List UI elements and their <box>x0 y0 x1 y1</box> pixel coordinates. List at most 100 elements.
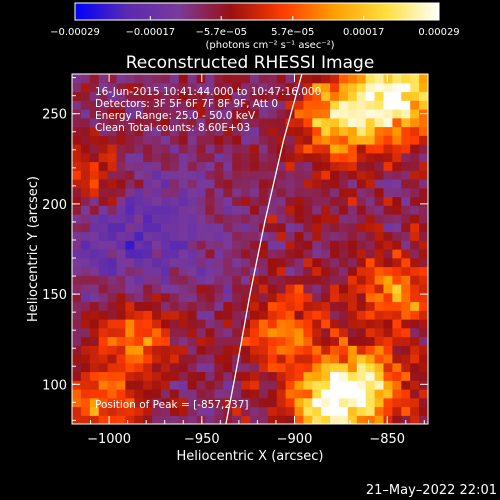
heatmap-cell <box>187 240 198 250</box>
heatmap-cell <box>303 257 313 268</box>
chart-title: Reconstructed RHESSI Image <box>126 53 375 73</box>
heatmap-cell <box>383 135 393 145</box>
heatmap-cell <box>169 406 180 416</box>
heatmap-cell <box>339 371 349 381</box>
heatmap-cell <box>143 371 153 381</box>
heatmap-cell <box>392 389 402 399</box>
heatmap-cell <box>98 82 109 93</box>
heatmap-cell <box>241 336 251 346</box>
heatmap-cell <box>258 354 269 364</box>
heatmap-cell <box>356 135 367 145</box>
heatmap-cell <box>178 257 189 268</box>
heatmap-cell <box>107 152 118 163</box>
heatmap-cell <box>232 301 242 311</box>
heatmap-cell <box>80 266 91 276</box>
heatmap-cell <box>267 380 278 390</box>
heatmap-cell <box>107 257 118 268</box>
heatmap-cell <box>223 74 233 84</box>
heatmap-cell <box>356 109 367 119</box>
heatmap-cell <box>392 345 402 355</box>
y-tick-label: 150 <box>42 288 67 303</box>
heatmap-cell <box>107 319 118 329</box>
heatmap-cell <box>312 205 322 215</box>
heatmap-cell <box>276 74 287 84</box>
heatmap-cell <box>285 187 296 198</box>
heatmap-cell <box>356 327 367 338</box>
heatmap-cell <box>258 170 269 180</box>
heatmap-cell <box>125 109 135 119</box>
heatmap-cell <box>392 161 402 171</box>
heatmap-cell <box>419 126 428 136</box>
heatmap-cell <box>134 319 144 329</box>
heatmap-cell <box>267 319 278 329</box>
heatmap-cell <box>347 91 358 101</box>
heatmap-cell <box>223 161 233 171</box>
heatmap-cell <box>392 117 402 128</box>
heatmap-cell <box>356 126 367 136</box>
heatmap-cell <box>267 327 278 338</box>
heatmap-cell <box>392 397 402 408</box>
heatmap-cell <box>267 100 278 110</box>
heatmap-cell <box>161 74 171 84</box>
heatmap-cell <box>169 362 180 373</box>
heatmap-cell <box>374 205 385 215</box>
heatmap-cell <box>98 214 109 224</box>
heatmap-cell <box>294 214 304 224</box>
heatmap-cell <box>196 301 207 311</box>
heatmap-cell <box>196 170 207 180</box>
heatmap-cell <box>258 336 269 346</box>
heatmap-cell <box>276 292 287 303</box>
heatmap-cell <box>294 257 304 268</box>
heatmap-cell <box>312 336 322 346</box>
heatmap-cell <box>250 205 260 215</box>
heatmap-cell <box>98 275 109 285</box>
heatmap-cell <box>196 275 207 285</box>
heatmap-cell <box>169 415 180 424</box>
heatmap-cell <box>339 415 349 424</box>
heatmap-cell <box>294 362 304 373</box>
heatmap-cell <box>365 310 376 320</box>
heatmap-cell <box>187 380 198 390</box>
heatmap-cell <box>285 100 296 110</box>
heatmap-cell <box>196 126 207 136</box>
heatmap-cell <box>356 100 367 110</box>
heatmap-cell <box>321 187 331 198</box>
heatmap-cell <box>143 415 153 424</box>
heatmap-cell <box>330 179 340 189</box>
heatmap-cell <box>410 319 420 329</box>
heatmap-cell <box>401 327 411 338</box>
heatmap-cell <box>107 249 118 259</box>
heatmap-cell <box>178 415 189 424</box>
heatmap-cell <box>169 397 180 408</box>
heatmap-cell <box>72 152 82 163</box>
heatmap-cell <box>303 170 313 180</box>
heatmap-cell <box>374 310 385 320</box>
heatmap-cell <box>223 91 233 101</box>
heatmap-cell <box>169 187 180 198</box>
heatmap-cell <box>258 100 269 110</box>
heatmap-cell <box>383 240 393 250</box>
heatmap-cell <box>276 205 287 215</box>
heatmap-cell <box>89 179 100 189</box>
heatmap-cell <box>419 415 428 424</box>
heatmap-cell <box>241 100 251 110</box>
heatmap-cell <box>285 179 296 189</box>
heatmap-cell <box>383 397 393 408</box>
heatmap-cell <box>347 310 358 320</box>
heatmap-cell <box>356 187 367 198</box>
heatmap-cell <box>161 100 171 110</box>
heatmap-cell <box>258 319 269 329</box>
heatmap-cell <box>196 152 207 163</box>
heatmap-cell <box>410 179 420 189</box>
heatmap-cell <box>258 266 269 276</box>
heatmap-cell <box>267 336 278 346</box>
heatmap-cell <box>365 109 376 119</box>
heatmap-cell <box>80 222 91 233</box>
heatmap-cell <box>303 301 313 311</box>
heatmap-cell <box>80 284 91 294</box>
heatmap-cell <box>134 205 144 215</box>
heatmap-cell <box>214 380 224 390</box>
heatmap-cell <box>312 249 322 259</box>
heatmap-cell <box>267 310 278 320</box>
heatmap-cell <box>205 205 215 215</box>
